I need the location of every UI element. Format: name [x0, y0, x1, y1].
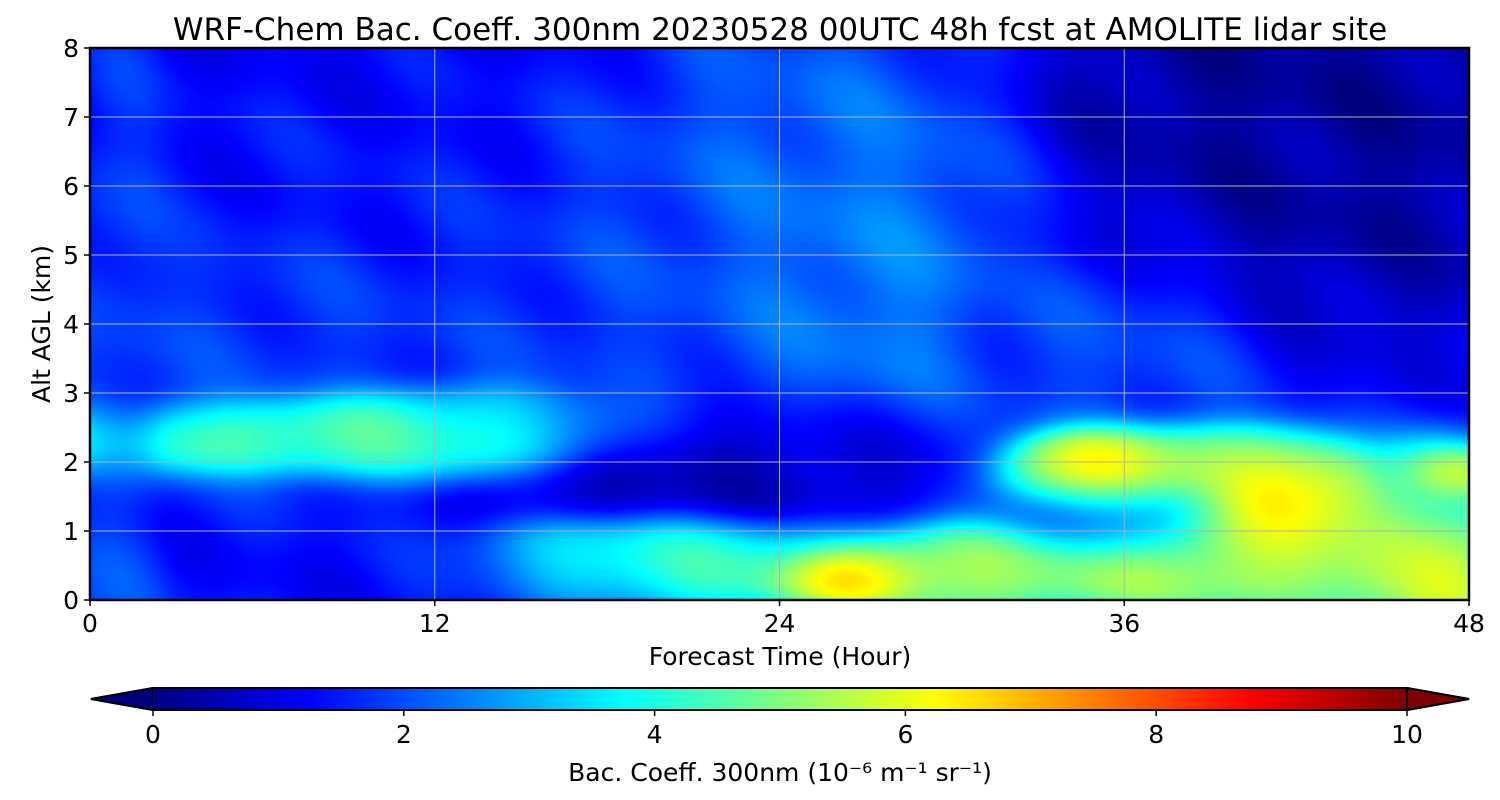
- y-tick-label: 2: [63, 448, 79, 477]
- y-tick-label: 7: [63, 103, 79, 132]
- colorbar-tick-label: 0: [145, 720, 161, 749]
- x-tick-label: 12: [419, 609, 451, 638]
- y-tick-label: 1: [63, 517, 79, 546]
- chart-title: WRF-Chem Bac. Coeff. 300nm 20230528 00UT…: [173, 12, 1387, 48]
- y-tick-label: 8: [63, 34, 79, 63]
- y-tick-label: 4: [63, 310, 79, 339]
- colorbar-tick-label: 6: [897, 720, 913, 749]
- colorbar-tick-label: 8: [1148, 720, 1164, 749]
- x-tick-label: 48: [1453, 609, 1485, 638]
- x-tick-label: 0: [82, 609, 98, 638]
- colorbar: 0 2 4 6 8 10 Bac. Coeff. 300nm (10⁻⁶ m⁻¹ sr⁻¹…: [90, 686, 1470, 787]
- colorbar-tick-label: 4: [647, 720, 663, 749]
- x-tick-label: 36: [1108, 609, 1140, 638]
- y-axis-ticks: 0 1 2 3 4 5 6 7 8: [63, 34, 90, 615]
- y-tick-label: 3: [63, 379, 79, 408]
- y-axis-label: Alt AGL (km): [27, 245, 56, 403]
- y-tick-label: 5: [63, 241, 79, 270]
- colorbar-body: [153, 688, 1407, 710]
- y-tick-label: 0: [63, 586, 79, 615]
- x-tick-label: 24: [764, 609, 796, 638]
- colorbar-tick-label: 2: [396, 720, 412, 749]
- colorbar-tick-label: 10: [1391, 720, 1423, 749]
- colorbar-extend-max: [1406, 686, 1470, 712]
- y-tick-label: 6: [63, 172, 79, 201]
- x-axis-label: Forecast Time (Hour): [649, 642, 912, 671]
- colorbar-label: Bac. Coeff. 300nm (10⁻⁶ m⁻¹ sr⁻¹): [568, 758, 992, 787]
- colorbar-ticks: 0 2 4 6 8 10: [145, 710, 1423, 749]
- colorbar-extend-min: [90, 686, 154, 712]
- x-axis-ticks: 0 12 24 36 48: [82, 600, 1485, 638]
